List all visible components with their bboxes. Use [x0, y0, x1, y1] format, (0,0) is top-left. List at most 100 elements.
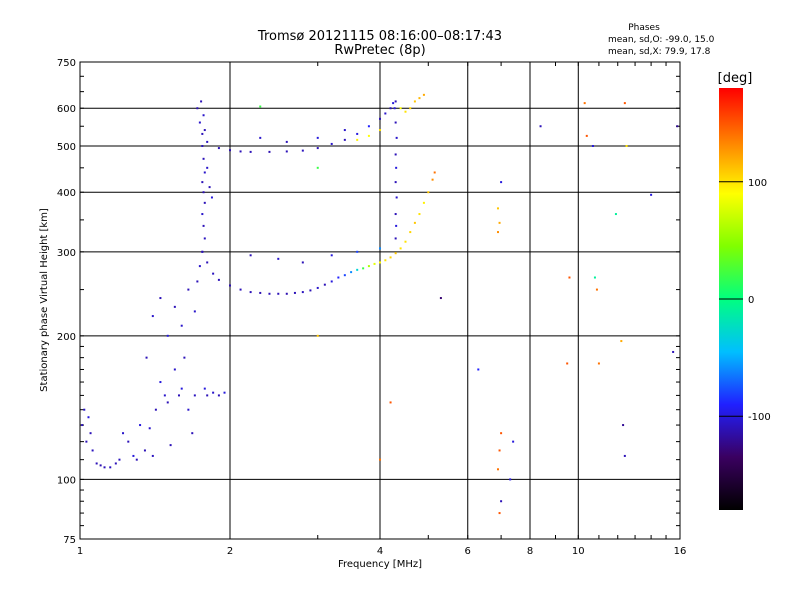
data-point: [500, 432, 503, 435]
data-point: [496, 207, 499, 210]
data-point: [151, 315, 154, 318]
plot-area: 1 2 4 6 8 10 16 75 100 200 300 400 500 600 750: [57, 58, 686, 557]
data-point: [223, 391, 226, 394]
data-point: [623, 454, 626, 457]
data-point: [500, 181, 503, 184]
y-tick-label: 100: [57, 475, 76, 486]
data-point: [81, 424, 84, 427]
data-point: [208, 186, 211, 189]
chart-title: Tromsø 20121115 08:16:00–08:17:43: [257, 29, 502, 44]
data-point: [202, 157, 205, 160]
data-point: [183, 356, 186, 359]
data-point: [193, 310, 196, 313]
data-point: [395, 166, 398, 169]
data-point: [83, 408, 86, 411]
data-point: [203, 129, 206, 132]
data-point: [196, 280, 199, 283]
x-tick-label: 8: [527, 546, 533, 557]
colorbar-tick-label: 100: [748, 178, 767, 189]
data-point: [422, 201, 425, 204]
data-point: [180, 324, 183, 327]
data-point: [154, 408, 157, 411]
data-point: [395, 136, 398, 139]
data-point: [201, 250, 204, 253]
data-point: [373, 262, 376, 265]
data-point: [676, 125, 679, 128]
data-points: [81, 93, 679, 515]
data-point: [394, 181, 397, 184]
data-point: [672, 350, 675, 353]
data-point: [337, 276, 340, 279]
data-point: [201, 144, 204, 147]
data-point: [187, 408, 190, 411]
data-point: [193, 394, 196, 397]
data-point: [389, 107, 392, 110]
x-axis-label: Frequency [MHz]: [338, 559, 422, 570]
data-point: [413, 221, 416, 224]
data-point: [202, 114, 205, 117]
data-point: [191, 432, 194, 435]
y-tick-label: 300: [57, 248, 76, 259]
data-point: [202, 191, 205, 194]
data-point: [268, 150, 271, 153]
data-point: [85, 440, 88, 443]
data-point: [145, 356, 148, 359]
data-point: [285, 140, 288, 143]
data-point: [139, 424, 142, 427]
data-point: [109, 466, 112, 469]
x-tick-label: 4: [377, 546, 383, 557]
colorbar-ticks: 100 0 -100: [719, 178, 771, 423]
gridlines: [80, 62, 680, 539]
data-point: [202, 224, 205, 227]
data-point: [301, 291, 304, 294]
data-point: [566, 362, 569, 365]
chart-subtitle: RwPretec (8p): [334, 43, 425, 58]
data-point: [151, 454, 154, 457]
data-point: [623, 102, 626, 105]
data-point: [169, 444, 172, 447]
data-point: [212, 272, 215, 275]
data-point: [293, 291, 296, 294]
data-point: [301, 261, 304, 264]
data-point: [343, 274, 346, 277]
data-point: [206, 166, 209, 169]
y-tick-label: 400: [57, 188, 76, 199]
data-point: [583, 102, 586, 105]
data-point: [379, 129, 381, 132]
data-point: [122, 432, 125, 435]
data-point: [259, 291, 262, 294]
data-point: [163, 394, 166, 397]
data-point: [477, 368, 480, 371]
data-point: [585, 134, 588, 137]
data-point: [625, 144, 628, 147]
data-point: [395, 196, 398, 199]
data-point: [356, 132, 359, 135]
data-point: [379, 117, 381, 120]
data-point: [201, 181, 204, 184]
data-point: [394, 237, 397, 240]
data-point: [148, 427, 151, 430]
data-point: [203, 387, 206, 390]
data-point: [277, 257, 280, 260]
data-point: [316, 334, 319, 337]
data-point: [496, 231, 499, 234]
data-point: [217, 147, 220, 150]
y-tick-label: 75: [63, 535, 76, 546]
data-point: [595, 288, 598, 291]
data-point: [343, 138, 346, 141]
data-point: [206, 261, 209, 264]
data-point: [330, 254, 333, 257]
data-point: [404, 110, 407, 113]
data-point: [496, 468, 499, 471]
data-point: [206, 394, 209, 397]
x-tick-label: 2: [227, 546, 233, 557]
data-point: [198, 121, 201, 124]
data-point: [343, 129, 346, 132]
data-point: [198, 265, 201, 268]
data-point: [622, 424, 625, 427]
data-point: [379, 261, 381, 264]
data-point: [103, 466, 106, 469]
x-tick-label: 16: [674, 546, 687, 557]
data-point: [413, 100, 416, 103]
